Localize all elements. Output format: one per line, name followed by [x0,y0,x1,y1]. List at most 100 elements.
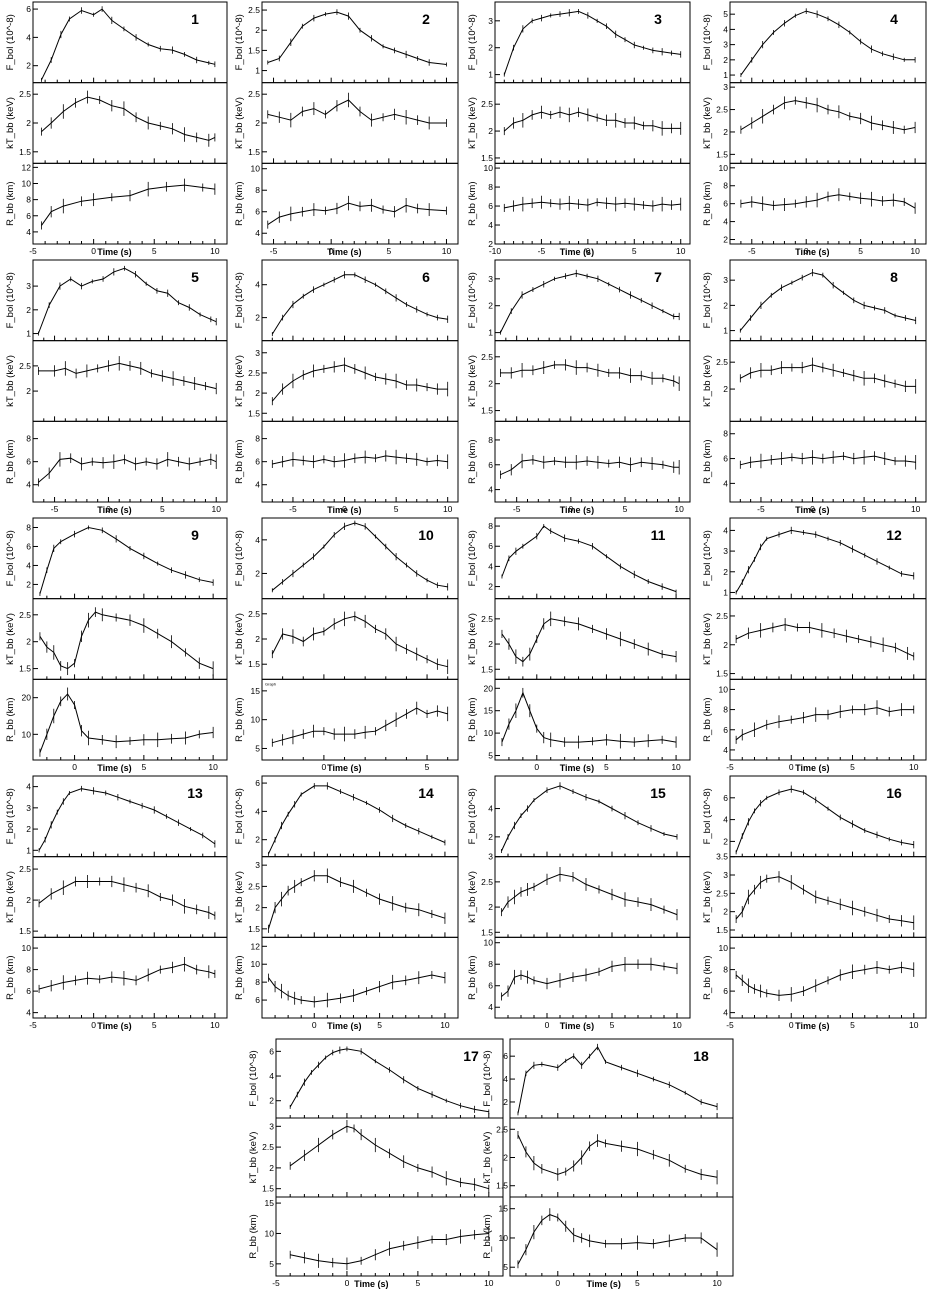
y-tick-label: 8 [488,435,493,445]
data-line [38,457,217,483]
data-line [267,11,447,65]
y-axis-label: F_bol (10^-8) [5,530,16,586]
x-tick-label: 10 [671,762,681,772]
y-tick-label: 2 [255,835,260,845]
chart-16: 2 4 6 F_bol (10^-8) 1.5 2 2.5 3 3.5kT_bb (keV) 4 6… [702,775,927,1031]
y-tick-label: 8 [26,434,31,444]
y-tick-label: 2 [255,903,260,913]
data-line [38,963,216,990]
data-line [504,201,681,209]
y-tick-label: 6 [255,778,260,788]
data-line [735,529,914,593]
y-tick-label: 1 [723,70,728,80]
data-line [289,1048,489,1113]
panel-frame [32,340,228,422]
data-line [41,184,215,226]
y-tick-label: 8 [255,977,260,987]
y-tick-label: 4 [269,1071,274,1081]
x-tick-label: -5 [29,246,37,256]
y-tick-label: 10 [22,179,32,189]
y-tick-label: 2 [26,386,31,396]
x-tick-label: 0 [804,246,809,256]
chart-13: 1 2 3 4 F_bol (10^-8) 1.5 2 2.5kT_bb (keV) 4 6 8 10… [5,775,228,1031]
chart-5: 1 2 3 F_bol (10^-8) 2 2.5kT_bb (keV) 4 6 8 R_bb (… [5,259,228,515]
panel-frame [32,598,228,680]
y-tick-label: 1.5 [481,153,493,163]
y-tick-label: 2 [488,832,493,842]
x-axis-title: Time (s) [97,505,131,515]
data-line [267,202,447,226]
data-line [41,96,216,141]
x-tick-label: 0 [322,762,327,772]
x-tick-label: 0 [789,1020,794,1030]
y-tick-label: 4 [26,1008,31,1018]
data-line [500,364,680,385]
y-tick-label: 2.5 [248,881,260,891]
panel-frame [729,82,927,164]
panel-frame [261,678,459,761]
x-tick-label: 0 [789,762,794,772]
y-axis-label: F_bol (10^-8) [702,272,713,328]
chart-9: 2 4 6 8 F_bol (10^-8) 1.5 2 2.5kT_bb (keV) 10 20 R… [5,517,228,773]
y-tick-label: 3 [255,348,260,358]
y-tick-label: 2.5 [481,99,493,109]
panel-frame [32,856,228,938]
data-line [271,615,448,668]
y-tick-label: 4 [488,804,493,814]
y-axis-label: R_bb (km) [5,439,16,483]
x-tick-label: 0 [345,1278,350,1288]
y-tick-label: 2.5 [248,609,260,619]
x-axis-title: Time (s) [354,1279,388,1289]
y-axis-label: F_bol (10^-8) [467,788,478,844]
y-tick-label: 2 [255,634,260,644]
x-tick-label: 10 [440,1020,450,1030]
y-axis-label: R_bb (km) [702,439,713,483]
chart-7: 1 2 3 F_bol (10^-8) 1.5 2 2.5kT_bb (keV) 4 6 8 R_b… [467,259,691,515]
y-tick-label: 10 [719,163,729,173]
y-tick-label: 12 [251,941,261,951]
y-tick-label: 6 [26,986,31,996]
y-tick-label: 8 [723,705,728,715]
y-tick-label: 6 [255,207,260,217]
chart-6: 2 4 F_bol (10^-8) 1.5 2 2.5 3 kT_bb (keV) 4 6 8 R_b… [234,259,459,515]
x-axis-title: Time (s) [560,1021,594,1031]
y-tick-label: 6 [269,1046,274,1056]
y-tick-label: 8 [723,429,728,439]
y-tick-label: 8 [26,965,31,975]
y-tick-label: 20 [22,693,32,703]
y-axis-label: F_bol (10^-8) [467,272,478,328]
x-axis-title: Time (s) [327,1021,361,1031]
y-tick-label: 3 [723,40,728,50]
y-tick-label: 4 [723,24,728,34]
x-tick-label: 5 [632,246,637,256]
y-tick-label: 4 [255,480,260,490]
y-tick-label: 2 [723,300,728,310]
y-tick-label: 3 [723,870,728,880]
y-tick-label: 2 [26,305,31,315]
chart-14: 2 4 6 F_bol (10^-8) 1.5 2 2.5 3 kT_bb (keV) 6 8 10 1… [234,775,459,1031]
y-tick-label: 1.5 [248,45,260,55]
y-axis-label: kT_bb (keV) [482,1132,493,1184]
chart-18: 2 4 6 F_bol (10^-8) 1.5 2 2.5kT_bb (keV) 5 10 15 R… [482,1038,734,1289]
y-axis-label: F_bol (10^-8) [234,14,245,70]
x-tick-label: 5 [610,1020,615,1030]
y-tick-label: 1.5 [248,147,260,157]
chart-8: 1 2 3 F_bol (10^-8) 2 2.5kT_bb (keV) 4 6 8 R_bb (… [702,259,927,515]
data-line [271,522,448,591]
y-tick-label: 4 [723,815,728,825]
y-tick-label: 10 [22,943,32,953]
data-line [735,876,914,924]
x-tick-label: 0 [91,1020,96,1030]
y-tick-label: 6 [488,460,493,470]
x-tick-label: 5 [862,504,867,514]
x-tick-label: 10 [210,246,220,256]
y-tick-label: 4 [723,478,728,488]
y-tick-label: 1 [255,66,260,76]
y-tick-label: 2.5 [496,1124,508,1134]
panel-frame [261,598,459,680]
y-tick-label: 10 [22,729,32,739]
y-tick-label: 10 [484,163,494,173]
panel-frame [729,678,927,761]
